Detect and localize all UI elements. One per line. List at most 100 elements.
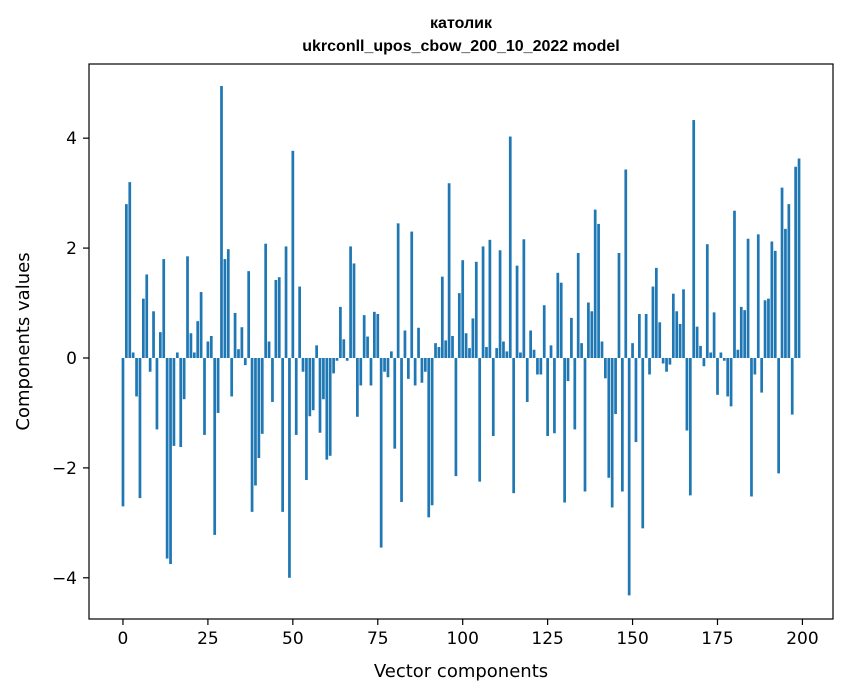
- bar-126: [549, 345, 553, 358]
- bar-109: [491, 357, 495, 437]
- bar-155: [648, 357, 651, 375]
- bar-197: [790, 357, 794, 415]
- bar-22: [196, 321, 200, 358]
- bar-95: [444, 340, 448, 358]
- bar-119: [525, 357, 529, 402]
- bar-27: [213, 357, 217, 535]
- bar-114: [508, 136, 512, 358]
- bar-128: [556, 272, 560, 358]
- bar-159: [661, 357, 665, 364]
- bar-87: [417, 327, 420, 358]
- bar-64: [339, 306, 342, 358]
- bar-168: [692, 120, 696, 358]
- bar-71: [362, 315, 366, 358]
- bar-102: [468, 348, 471, 358]
- bar-13: [165, 357, 169, 559]
- bar-23: [199, 292, 203, 358]
- bar-85: [410, 231, 414, 358]
- bar-97: [451, 336, 454, 358]
- bar-47: [281, 357, 284, 512]
- x-tick-label: 50: [282, 629, 304, 649]
- bar-90: [427, 357, 431, 518]
- bar-144: [610, 357, 614, 508]
- bar-170: [699, 345, 702, 358]
- bar-37: [247, 271, 251, 358]
- bar-103: [471, 318, 475, 358]
- bar-137: [587, 302, 590, 358]
- plot-frame: [88, 63, 834, 620]
- bar-182: [739, 306, 743, 358]
- bar-96: [447, 183, 451, 358]
- bar-17: [179, 357, 183, 448]
- x-tick-label: 0: [118, 629, 129, 649]
- bar-69: [356, 357, 359, 417]
- bar-0: [121, 357, 125, 507]
- bar-110: [495, 348, 499, 358]
- bar-133: [573, 357, 577, 430]
- y-tick-label: −2: [52, 459, 77, 479]
- bar-58: [318, 357, 322, 433]
- bar-175: [716, 357, 719, 395]
- bar-158: [658, 322, 662, 358]
- bar-76: [379, 357, 383, 548]
- bar-55: [308, 357, 312, 417]
- bar-118: [522, 239, 526, 358]
- bar-161: [668, 357, 672, 365]
- bar-121: [532, 349, 536, 358]
- bar-63: [335, 357, 339, 361]
- bar-179: [729, 357, 733, 407]
- bar-101: [464, 333, 468, 358]
- bar-134: [576, 253, 580, 358]
- bar-195: [784, 228, 787, 358]
- bar-98: [454, 357, 458, 477]
- chart-subtitle: ukrconll_upos_cbow_200_10_2022 model: [302, 38, 619, 55]
- bar-113: [505, 351, 509, 358]
- bar-75: [376, 314, 380, 358]
- bar-199: [797, 158, 801, 358]
- bar-39: [254, 357, 257, 486]
- bar-111: [498, 250, 502, 358]
- bar-174: [712, 312, 716, 358]
- bar-84: [406, 357, 410, 379]
- bar-187: [756, 234, 760, 358]
- bar-32: [230, 357, 234, 397]
- bar-169: [695, 326, 699, 358]
- bar-124: [542, 305, 546, 358]
- bar-127: [553, 357, 556, 434]
- bar-20: [189, 333, 193, 358]
- bar-68: [352, 263, 356, 358]
- bar-117: [519, 352, 522, 358]
- chart-title: католик: [430, 15, 493, 32]
- bar-5: [138, 357, 142, 499]
- bar-60: [325, 357, 329, 460]
- bar-176: [719, 352, 723, 358]
- bar-92: [434, 343, 437, 358]
- bar-67: [349, 246, 352, 358]
- bar-86: [413, 357, 417, 386]
- bar-177: [722, 357, 726, 361]
- bar-35: [240, 327, 244, 358]
- bar-21: [192, 352, 196, 358]
- bar-196: [787, 204, 791, 358]
- bar-91: [430, 357, 434, 506]
- bar-180: [733, 210, 736, 358]
- bar-56: [311, 357, 315, 411]
- bar-171: [702, 357, 706, 367]
- bar-146: [617, 253, 621, 358]
- bar-154: [644, 314, 648, 358]
- bar-51: [294, 357, 298, 435]
- bar-9: [152, 311, 155, 358]
- bar-140: [597, 223, 600, 358]
- bar-4: [135, 357, 138, 397]
- bar-74: [373, 311, 376, 358]
- x-tick-label: 75: [367, 629, 389, 649]
- bar-123: [539, 357, 543, 375]
- bar-143: [607, 357, 611, 478]
- bar-31: [226, 249, 230, 358]
- bar-151: [634, 357, 638, 443]
- bar-61: [328, 357, 332, 456]
- bar-52: [298, 286, 301, 358]
- bar-132: [570, 317, 573, 358]
- bar-191: [770, 241, 774, 358]
